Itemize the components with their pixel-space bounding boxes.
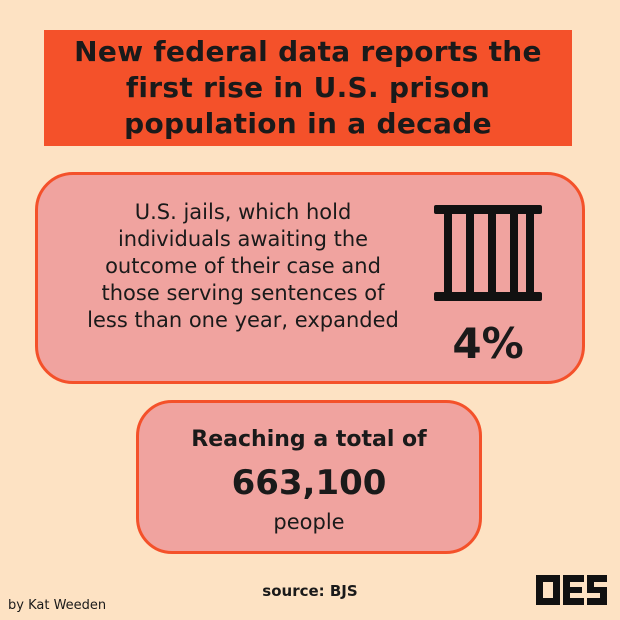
source-label: source: BJS (262, 582, 358, 600)
jails-card: U.S. jails, which hold individuals await… (35, 172, 585, 384)
total-card: Reaching a total of 663,100 people (136, 400, 482, 554)
publication-logo-icon (536, 575, 607, 605)
total-unit: people (273, 510, 345, 534)
byline: by Kat Weeden (8, 598, 107, 613)
jail-bars-icon (434, 205, 542, 301)
total-value: 663,100 (231, 463, 387, 503)
headline: New federal data reports the first rise … (44, 30, 572, 146)
total-intro: Reaching a total of (191, 427, 427, 452)
percent-increase: 4% (452, 319, 524, 368)
jails-description: U.S. jails, which hold individuals await… (87, 200, 399, 332)
